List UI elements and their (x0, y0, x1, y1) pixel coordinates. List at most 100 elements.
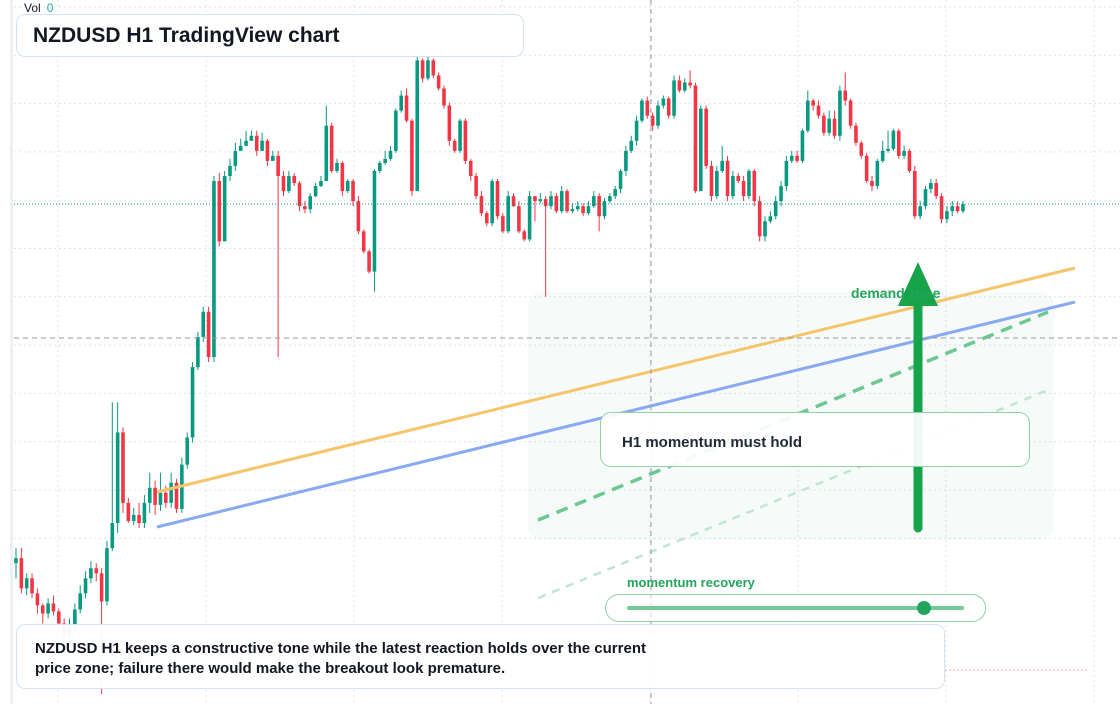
candle (752, 168, 757, 207)
candle-body (356, 201, 361, 232)
candle (313, 183, 318, 198)
candle-body (522, 231, 527, 240)
candle-body (624, 150, 628, 171)
candle (661, 95, 666, 109)
candle-body (190, 367, 195, 438)
candle (361, 229, 366, 254)
candle (650, 112, 655, 131)
momentum-recovery-label: momentum recovery (627, 575, 755, 590)
candle-body (891, 130, 896, 149)
candle-body (789, 155, 794, 161)
candle-body (811, 100, 815, 106)
projected-trend-line-faint (537, 388, 1049, 600)
candle (854, 122, 858, 146)
candle-body (634, 120, 639, 141)
candle (399, 90, 403, 113)
candle (153, 480, 157, 515)
candle (345, 179, 350, 194)
candle-body (709, 165, 714, 197)
candle (51, 595, 56, 616)
candle-body (763, 221, 767, 237)
candle-body (527, 196, 532, 240)
candle (121, 427, 125, 513)
candle (303, 201, 307, 214)
candle (495, 179, 500, 220)
candle (784, 155, 789, 192)
candle-body (592, 196, 596, 207)
candle-body (517, 206, 521, 232)
candle (404, 88, 409, 123)
candle (538, 193, 543, 204)
candle (565, 189, 569, 214)
candle (388, 145, 393, 161)
candle (501, 213, 505, 234)
candle (238, 138, 243, 151)
candle-body (361, 231, 366, 252)
candle-body (586, 206, 591, 214)
candle (447, 102, 452, 146)
candle (666, 96, 671, 119)
projected-trend-line (537, 310, 1049, 522)
candle-body (105, 548, 109, 602)
candle-body (99, 573, 104, 602)
candle (212, 176, 216, 363)
candle-body (35, 593, 40, 606)
candle-body (608, 196, 612, 202)
candle-body (752, 170, 757, 202)
candle-body (394, 110, 398, 151)
candle-body (126, 502, 131, 521)
candle (693, 82, 698, 194)
candle-body (741, 181, 746, 197)
candle (147, 472, 152, 513)
candle-body (415, 60, 420, 192)
candle (217, 172, 222, 247)
candle-body (14, 558, 18, 564)
candle-body (137, 514, 141, 523)
candle (789, 150, 794, 163)
candle-body (645, 100, 650, 116)
candle-body (832, 118, 837, 136)
candle-body (372, 170, 377, 272)
candle-body (854, 125, 858, 143)
candle (233, 142, 238, 171)
candle (254, 130, 259, 156)
candle-body (485, 213, 489, 224)
candle (169, 472, 173, 508)
candle-body (254, 135, 259, 151)
candle-body (271, 155, 275, 161)
candle-body (426, 60, 430, 79)
candle-body (757, 201, 762, 237)
candle (222, 170, 227, 242)
candle-body (490, 181, 494, 224)
candle (677, 75, 682, 93)
candle-body (731, 176, 735, 197)
candle-body (543, 199, 548, 207)
candle-body (431, 60, 436, 76)
candle-body (886, 148, 890, 151)
candle (864, 152, 869, 184)
candle-body (115, 432, 120, 523)
candle-body (378, 162, 382, 171)
volume-readout: Vol 0 (24, 1, 53, 15)
candle (602, 198, 607, 220)
candle-body (19, 558, 24, 589)
candle-body (313, 186, 318, 197)
candle (720, 145, 724, 173)
candle (634, 115, 639, 146)
candle (30, 573, 34, 599)
candle-body (506, 196, 510, 232)
candle-body (40, 605, 45, 614)
candle-body (319, 181, 323, 187)
candle (468, 158, 473, 182)
candle-body (260, 140, 264, 151)
candle (329, 122, 334, 173)
candle-body (297, 183, 302, 207)
candle (335, 158, 339, 173)
candle (83, 571, 88, 599)
candle-body (768, 216, 773, 222)
candle (442, 85, 446, 109)
candle-body (650, 115, 655, 126)
candle-body (720, 160, 724, 171)
volume-label: Vol (24, 1, 41, 15)
candle (126, 497, 131, 523)
